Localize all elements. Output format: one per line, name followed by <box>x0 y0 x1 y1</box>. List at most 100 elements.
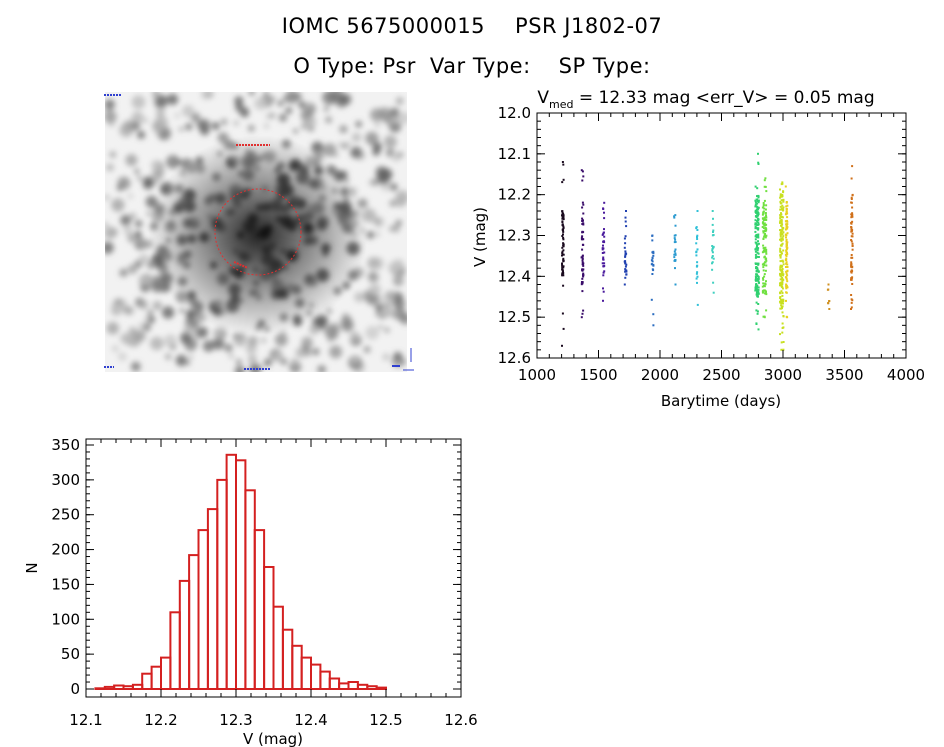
histogram-bar <box>197 529 209 690</box>
light-curve-point <box>785 278 788 281</box>
light-curve-point <box>624 255 627 258</box>
light-curve-point <box>779 254 782 257</box>
light-curve-point <box>764 185 767 188</box>
light-curve-point <box>762 315 765 318</box>
light-curve-point <box>711 251 714 254</box>
light-curve-point <box>650 263 653 266</box>
light-curve-point <box>603 251 606 254</box>
sp-type-label: SP Type: <box>558 54 651 78</box>
light-curve-point <box>779 202 782 205</box>
light-curve-point <box>581 312 584 315</box>
light-curve-point <box>785 299 787 302</box>
light-curve-point <box>624 254 627 257</box>
light-curve-point <box>779 238 781 241</box>
histogram-bar <box>160 656 172 690</box>
light-curve-point <box>711 256 714 259</box>
light-curve-point <box>696 265 698 268</box>
light-curve-point <box>623 283 626 286</box>
light-curve-point <box>785 205 788 208</box>
light-curve-point <box>851 248 854 251</box>
light-curve-point <box>562 260 565 263</box>
light-curve-point <box>581 269 584 272</box>
histogram-bar <box>328 677 341 690</box>
light-curve-point <box>779 250 782 253</box>
light-curve-point <box>603 270 606 273</box>
light-curve-point <box>850 201 853 204</box>
light-curve-point <box>754 262 757 265</box>
light-curve-point <box>786 251 788 254</box>
star-id: IOMC 5675000015 <box>281 14 486 38</box>
light-curve-point <box>601 248 604 251</box>
light-curve-point <box>785 287 788 290</box>
light-curve-point <box>562 228 565 231</box>
light-curve-point <box>581 290 584 293</box>
light-curve-point <box>784 228 787 231</box>
light-curve-point <box>782 249 785 252</box>
light-curve-point <box>756 279 759 282</box>
light-curve-point <box>763 179 766 182</box>
light-curve-x-tick-label: 2000 <box>641 366 679 384</box>
light-curve-point <box>561 344 563 347</box>
light-curve-point <box>624 261 627 264</box>
light-curve-point <box>757 163 760 165</box>
light-curve-point <box>561 181 564 184</box>
light-curve-point <box>781 327 784 329</box>
light-curve-point <box>781 322 784 325</box>
light-curve-point <box>561 210 564 213</box>
light-curve-point <box>781 259 784 262</box>
light-curve-point <box>780 219 783 222</box>
light-curve-point <box>763 275 766 278</box>
figure-subtitle: O Type: Psr Var Type: SP Type: <box>0 54 944 78</box>
light-curve-point <box>755 246 758 248</box>
histogram-bar <box>272 605 284 691</box>
light-curve-point <box>696 238 699 240</box>
light-curve-point <box>786 220 789 223</box>
light-curve-point <box>581 230 584 233</box>
figure-title: IOMC 5675000015 PSR J1802-07 <box>0 14 944 38</box>
light-curve-point <box>757 247 760 250</box>
light-curve-point <box>581 254 584 257</box>
light-curve-point <box>781 277 784 279</box>
light-curve-point <box>580 238 583 241</box>
histogram-bar <box>216 478 228 690</box>
light-curve-point <box>850 308 852 310</box>
light-curve-point <box>850 213 853 216</box>
light-curve-point <box>754 205 757 208</box>
light-curve-point <box>785 201 788 204</box>
light-curve-point <box>850 216 853 219</box>
light-curve-point <box>782 235 785 238</box>
light-curve-point <box>785 258 788 261</box>
histogram-bar <box>178 579 191 691</box>
light-curve-point <box>781 233 784 235</box>
light-curve-point <box>581 243 584 246</box>
light-curve-x-tick-label: 1000 <box>518 366 556 384</box>
light-curve-point <box>582 272 585 275</box>
light-curve-point <box>785 257 788 260</box>
light-curve-title-v: V <box>537 88 549 108</box>
histogram-bar <box>131 683 144 690</box>
light-curve-point <box>764 246 767 249</box>
light-curve-point <box>562 327 565 330</box>
light-curve-point <box>779 221 781 224</box>
histogram-bar <box>375 686 388 690</box>
light-curve-point <box>779 278 782 281</box>
light-curve-point <box>851 235 854 238</box>
light-curve-point <box>765 264 768 267</box>
light-curve-point <box>786 266 789 268</box>
light-curve-point <box>779 234 782 237</box>
light-curve-point <box>786 269 789 272</box>
light-curve-point <box>826 288 829 291</box>
light-curve-point <box>582 262 585 265</box>
light-curve-point <box>785 208 788 211</box>
histogram-bar <box>356 683 369 690</box>
light-curve-point <box>786 223 789 226</box>
light-curve-point <box>602 299 604 302</box>
light-curve-point <box>696 261 699 264</box>
light-curve-point <box>601 252 604 254</box>
star-name: PSR J1802-07 <box>515 14 663 38</box>
histogram-bar <box>169 611 181 690</box>
light-curve-point <box>780 341 783 344</box>
light-curve-point <box>762 204 765 207</box>
histogram-y-tick-label: 100 <box>51 610 80 628</box>
